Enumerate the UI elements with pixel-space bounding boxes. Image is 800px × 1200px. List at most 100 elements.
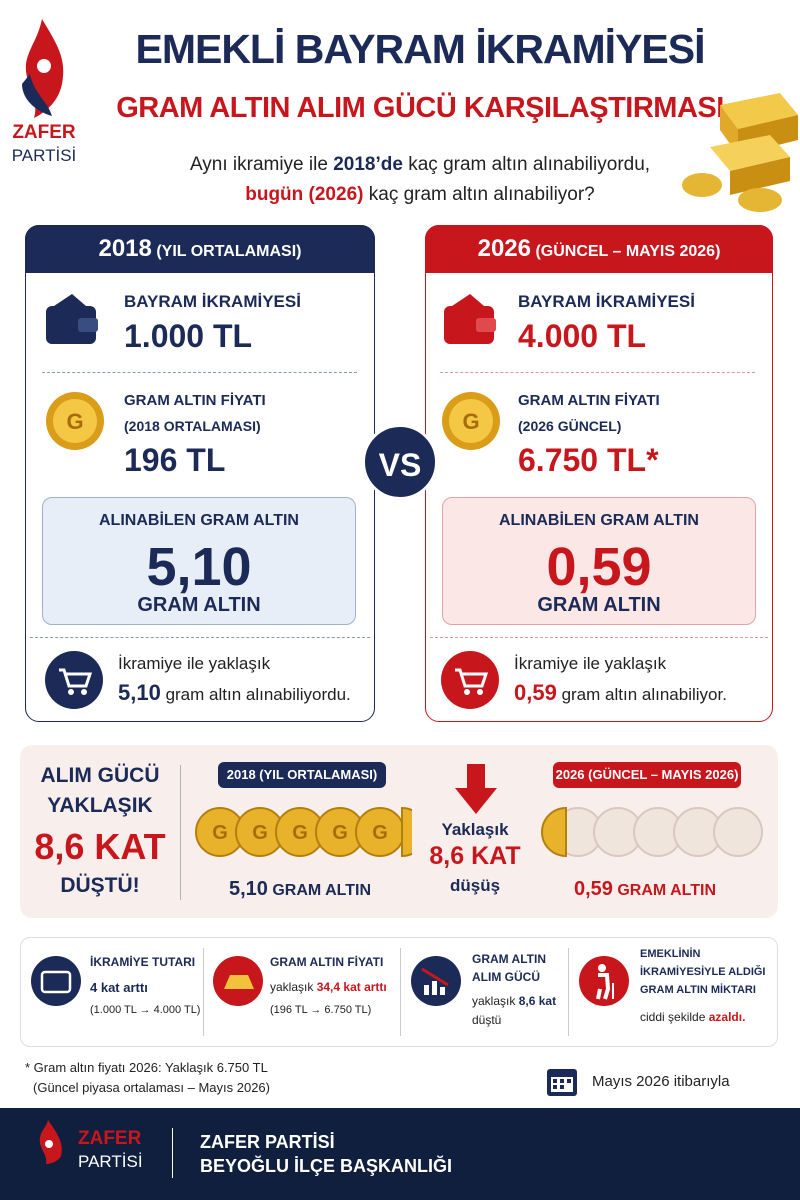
fact-text: düştü xyxy=(472,1013,502,1027)
subtitle: GRAM ALTIN ALIM GÜCÜ KARŞILAŞTIRMASI xyxy=(116,92,724,124)
divider xyxy=(440,372,755,373)
wallet-icon xyxy=(46,294,98,344)
label: GRAM ALTIN FİYATI xyxy=(124,392,266,409)
value: 0,59 xyxy=(546,537,652,597)
text: 5,10 xyxy=(228,878,268,900)
wallet-icon xyxy=(31,956,81,1006)
text: 8,6 KAT xyxy=(34,826,166,867)
fact-text: yaklaşık 34,4 kat arttı xyxy=(270,980,387,994)
value: 5,10 xyxy=(146,537,252,597)
summary: 5,10 gram altın alınabiliyordu. xyxy=(118,680,351,706)
value-label: 5,10 GRAM ALTIN xyxy=(200,878,400,901)
text: kaç gram altın alınabiliyordu, xyxy=(408,154,651,175)
text: azaldı. xyxy=(708,1010,746,1024)
label: ALINABİLEN GRAM ALTIN xyxy=(499,512,699,529)
svg-text:G: G xyxy=(462,409,479,434)
divider xyxy=(568,948,569,1036)
calendar-icon xyxy=(547,1069,577,1096)
logo-icon xyxy=(22,19,64,118)
chart-down-icon xyxy=(411,956,461,1006)
fact-title: İKRAMİYE TUTARI xyxy=(90,955,196,969)
summary: 0,59 gram altın alınabiliyor. xyxy=(514,680,727,706)
text: 8,6 kat xyxy=(518,994,557,1008)
text: ciddi şekilde xyxy=(640,1010,706,1024)
divider xyxy=(172,1128,173,1178)
footnote: * Gram altın fiyatı 2026: Yaklaşık 6.750… xyxy=(25,1060,268,1075)
text: 0,59 xyxy=(514,680,557,705)
text: 5,10 xyxy=(118,680,161,705)
fact-title: GRAM ALTIN xyxy=(472,952,546,966)
divider xyxy=(430,637,768,638)
question-line: bugün (2026) kaç gram altın alınabiliyor… xyxy=(90,184,750,206)
label: BAYRAM İKRAMİYESİ xyxy=(124,292,301,311)
svg-text:G: G xyxy=(332,822,348,844)
label: GRAM ALTIN xyxy=(537,594,661,616)
panel-header: 2026 (GÜNCEL – MAYIS 2026) xyxy=(425,225,773,273)
footnote: (Güncel piyasa ortalaması – Mayıs 2026) xyxy=(33,1080,270,1095)
title: EMEKLİ BAYRAM İKRAMİYESİ xyxy=(135,26,705,72)
facts-box xyxy=(20,937,778,1047)
wallet-icon xyxy=(444,294,496,344)
gold-bar-icon xyxy=(213,956,263,1006)
fact-text: 4 kat arttı xyxy=(90,980,148,995)
text: YAKLAŞIK xyxy=(47,794,153,817)
gold-illustration xyxy=(682,93,798,212)
text: 2018’de xyxy=(333,154,403,175)
divider xyxy=(42,372,357,373)
text: kaç gram altın alınabiliyor? xyxy=(368,184,595,205)
label: (2026 GÜNCEL) xyxy=(518,418,622,434)
svg-text:G: G xyxy=(66,409,83,434)
footer xyxy=(0,1108,800,1200)
text: düşüş xyxy=(449,876,501,895)
label: GRAM ALTIN xyxy=(137,594,261,616)
text: DÜŞTÜ! xyxy=(60,874,140,897)
question-line: Aynı ikramiye ile 2018’de kaç gram altın… xyxy=(90,154,750,176)
text: Yaklaşık xyxy=(441,820,509,839)
svg-text:G: G xyxy=(252,822,268,844)
fact-text: ciddi şekilde azaldı. xyxy=(640,1010,745,1024)
footer-text: ZAFER PARTİSİ xyxy=(200,1132,335,1152)
svg-text:G: G xyxy=(292,822,308,844)
fact-title: GRAM ALTIN FİYATI xyxy=(270,955,384,969)
logo-text: PARTİSİ xyxy=(78,1152,143,1171)
badge: 2026 (GÜNCEL – MAYIS 2026) xyxy=(553,762,741,788)
divider xyxy=(30,637,370,638)
text: gram altın alınabiliyor. xyxy=(561,685,727,704)
value: 4.000 TL xyxy=(518,318,647,354)
text: Aynı ikramiye ile xyxy=(189,154,328,175)
text: bugün (2026) xyxy=(245,184,364,205)
text: 8,6 KAT xyxy=(429,842,521,870)
logo-text: ZAFER xyxy=(78,1128,142,1149)
logo-text: ZAFER xyxy=(12,122,76,143)
divider xyxy=(400,948,401,1036)
fact-text: (1.000 TL → 4.000 TL) xyxy=(90,1004,201,1016)
label: (2018 ORTALAMASI) xyxy=(124,418,261,434)
cart-icon xyxy=(45,651,103,709)
badge: 2018 (YIL ORTALAMASI) xyxy=(218,762,386,788)
fact-title: GRAM ALTIN MİKTARI xyxy=(640,984,756,996)
text: 2026 xyxy=(477,235,531,262)
summary: İkramiye ile yaklaşık xyxy=(118,654,271,673)
fact-text: (196 TL → 6.750 TL) xyxy=(270,1004,372,1016)
text: (YIL ORTALAMASI) xyxy=(156,243,302,260)
fact-text: yaklaşık 8,6 kat xyxy=(472,994,556,1008)
fact-title: EMEKLİNİN xyxy=(640,948,701,960)
value: 1.000 TL xyxy=(124,318,253,354)
logo-icon xyxy=(39,1120,62,1164)
coin-icon: G xyxy=(46,392,104,450)
text: (GÜNCEL – MAYIS 2026) xyxy=(535,243,721,260)
value: 6.750 TL* xyxy=(518,442,659,478)
fact-title: İKRAMİYESİYLE ALDIĞI xyxy=(640,966,766,978)
result-box xyxy=(42,497,356,625)
result-box xyxy=(442,497,756,625)
label: BAYRAM İKRAMİYESİ xyxy=(518,292,695,311)
summary: İkramiye ile yaklaşık xyxy=(514,654,667,673)
divider xyxy=(203,948,204,1036)
svg-text:G: G xyxy=(372,822,388,844)
coin-icon: G xyxy=(442,392,500,450)
date-note: Mayıs 2026 itibarıyla xyxy=(592,1073,730,1090)
fact-title: ALIM GÜCÜ xyxy=(472,970,540,984)
text: yaklaşık xyxy=(270,980,314,994)
